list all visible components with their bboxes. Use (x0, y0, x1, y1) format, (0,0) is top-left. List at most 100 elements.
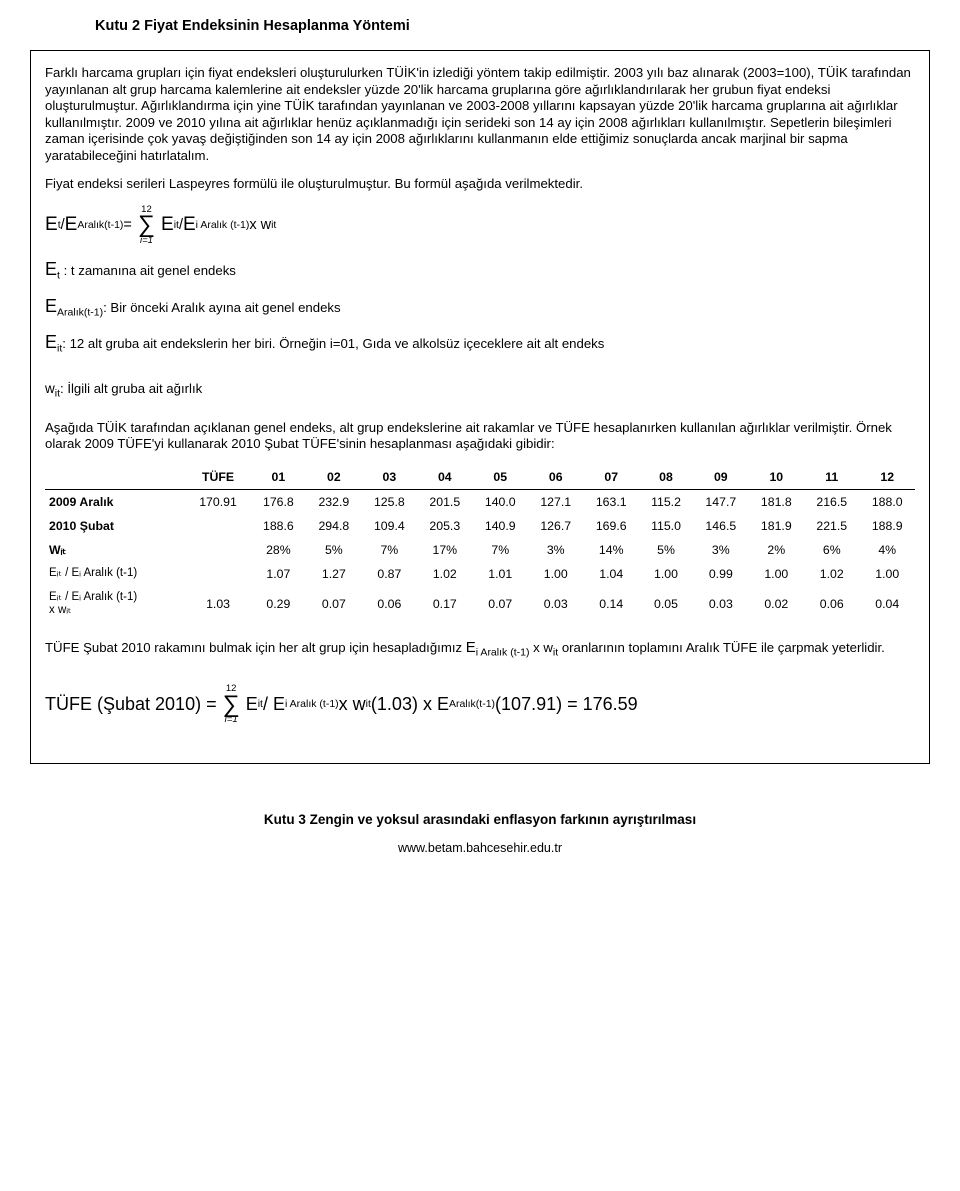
table-cell: 188.6 (251, 514, 306, 538)
table-cell: 0.29 (251, 586, 306, 624)
table-cell: 1.02 (804, 562, 859, 586)
table-cell: 1.00 (639, 562, 693, 586)
table-cell: 188.9 (859, 514, 915, 538)
def-eit-lead: E (45, 332, 57, 352)
f-rhs2: E (183, 214, 196, 236)
p4-a: TÜFE Şubat 2010 rakamını bulmak için her… (45, 640, 466, 655)
f-rhs2-sub: i Aralık (t-1) (196, 219, 250, 231)
paragraph-3: Aşağıda TÜİK tarafından açıklanan genel … (45, 420, 915, 453)
table-cell: 127.1 (528, 489, 583, 514)
table-cell: 181.8 (749, 489, 804, 514)
tf-rhsa: E (246, 694, 258, 715)
table-cell: 232.9 (306, 489, 361, 514)
table-header: 07 (583, 465, 638, 490)
tf-xw: x w (339, 694, 366, 715)
table-cell: 0.99 (693, 562, 748, 586)
table-cell: 1.04 (583, 562, 638, 586)
table-cell: 0.07 (306, 586, 361, 624)
table-cell: 188.0 (859, 489, 915, 514)
laspeyres-formula: Et / EAralık(t-1) = 12 ∑ i=1 Eit / Ei Ar… (45, 205, 915, 246)
def-wit-lead: w (45, 381, 55, 396)
tf-slash: / E (263, 694, 285, 715)
table-cell: 140.0 (473, 489, 528, 514)
f-lhs1: E (45, 214, 58, 236)
table-row: Wᵢₜ28%5%7%17%7%3%14%5%3%2%6%4% (45, 538, 915, 562)
table-cell: 221.5 (804, 514, 859, 538)
sigma-icon: 12 ∑ i=1 (138, 205, 155, 246)
def-ea-text: : Bir önceki Aralık ayına ait genel ende… (103, 300, 341, 315)
def-wit: wit: İlgili alt gruba ait ağırlık (45, 381, 915, 400)
table-header: 05 (473, 465, 528, 490)
paragraph-1: Farklı harcama grupları için fiyat endek… (45, 65, 915, 164)
table-cell: 201.5 (417, 489, 472, 514)
f-xw-sub: it (271, 219, 276, 231)
table-cell: 3% (693, 538, 748, 562)
table-cell: 0.87 (362, 562, 417, 586)
table-header: 03 (362, 465, 417, 490)
table-cell: 2% (749, 538, 804, 562)
table-cell: 170.91 (185, 489, 250, 514)
def-wit-text: : İlgili alt gruba ait ağırlık (60, 381, 202, 396)
table-cell: 294.8 (306, 514, 361, 538)
table-cell: 1.03 (185, 586, 250, 624)
table-row: 2010 Şubat188.6294.8109.4205.3140.9126.7… (45, 514, 915, 538)
table-header: 06 (528, 465, 583, 490)
f-lhs2: E (65, 214, 78, 236)
row-label: Wᵢₜ (45, 538, 185, 562)
table-cell: 5% (306, 538, 361, 562)
table-cell: 146.5 (693, 514, 748, 538)
tufe-final-formula: TÜFE (Şubat 2010) = 12 ∑ i=1 Eit / Ei Ar… (45, 684, 915, 725)
table-cell: 1.07 (251, 562, 306, 586)
table-cell: 140.9 (473, 514, 528, 538)
table-cell: 0.14 (583, 586, 638, 624)
def-ea-lead: E (45, 296, 57, 316)
f-lhs2-sub: Aralık(t-1) (77, 219, 123, 231)
def-et: Et : t zamanına ait genel endeks (45, 259, 915, 282)
table-cell: 147.7 (693, 489, 748, 514)
table-cell: 7% (473, 538, 528, 562)
table-cell: 1.02 (417, 562, 472, 586)
table-row: 2009 Aralık170.91176.8232.9125.8201.5140… (45, 489, 915, 514)
table-cell: 4% (859, 538, 915, 562)
table-cell (185, 514, 250, 538)
table-cell: 1.27 (306, 562, 361, 586)
table-header: 09 (693, 465, 748, 490)
table-header: 08 (639, 465, 693, 490)
table-cell: 169.6 (583, 514, 638, 538)
tf-mult2: (107.91) = 176.59 (495, 694, 638, 715)
table-cell: 0.06 (804, 586, 859, 624)
table-header: TÜFE (185, 465, 250, 490)
table-header: 10 (749, 465, 804, 490)
p4-b: oranlarının toplamını Aralık TÜFE ile ça… (558, 640, 885, 655)
def-ea-sub: Aralık(t-1) (57, 306, 103, 318)
f-rhs1: E (161, 214, 174, 236)
table-cell: 163.1 (583, 489, 638, 514)
table-cell: 14% (583, 538, 638, 562)
table-cell: 0.06 (362, 586, 417, 624)
sigma-bot: i=1 (140, 236, 153, 246)
def-ea: EAralık(t-1): Bir önceki Aralık ayına ai… (45, 296, 915, 319)
table-cell (185, 538, 250, 562)
table-cell: 109.4 (362, 514, 417, 538)
table-cell: 126.7 (528, 514, 583, 538)
table-header: 11 (804, 465, 859, 490)
tf-mult1: (1.03) x E (371, 694, 449, 715)
table-cell: 115.0 (639, 514, 693, 538)
table-cell: 0.05 (639, 586, 693, 624)
table-cell: 28% (251, 538, 306, 562)
table-cell: 216.5 (804, 489, 859, 514)
row-label: 2009 Aralık (45, 489, 185, 514)
table-cell: 125.8 (362, 489, 417, 514)
table-cell: 1.01 (473, 562, 528, 586)
paragraph-4: TÜFE Şubat 2010 rakamını bulmak için her… (45, 639, 915, 660)
table-cell: 0.17 (417, 586, 472, 624)
tufe-table: TÜFE010203040506070809101112 2009 Aralık… (45, 465, 915, 624)
def-et-lead: E (45, 259, 57, 279)
table-cell: 1.00 (749, 562, 804, 586)
table-header: 04 (417, 465, 472, 490)
table-cell: 0.07 (473, 586, 528, 624)
footer-url: www.betam.bahcesehir.edu.tr (30, 841, 930, 855)
footer-title: Kutu 3 Zengin ve yoksul arasındaki enfla… (30, 812, 930, 827)
table-cell: 6% (804, 538, 859, 562)
table-header: 12 (859, 465, 915, 490)
